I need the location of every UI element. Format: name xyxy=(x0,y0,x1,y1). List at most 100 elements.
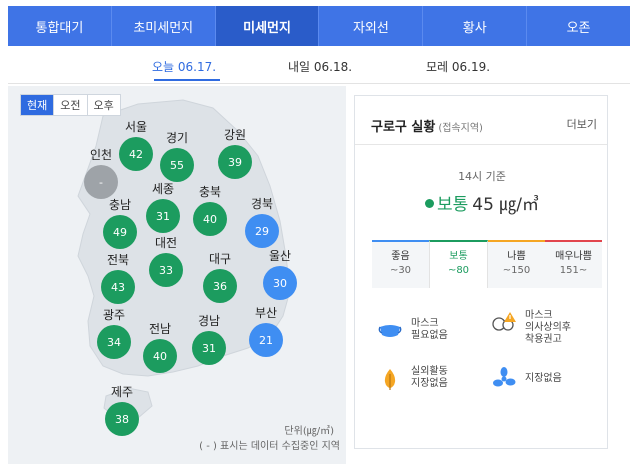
date-tab-tomorrow[interactable]: 내일 06.18. xyxy=(288,60,353,74)
scale-label: 나쁨 xyxy=(507,251,526,262)
tip-line: 착용권고 xyxy=(525,334,562,345)
region-daejeon[interactable]: 대전 33 xyxy=(146,236,186,287)
region-chungnam[interactable]: 충남 49 xyxy=(100,198,140,249)
outdoor-activity-icon xyxy=(384,369,396,390)
region-jeonnam[interactable]: 전남 40 xyxy=(140,322,180,373)
region-name: 대구 xyxy=(208,252,232,266)
sensitive-group-icon xyxy=(492,312,516,331)
region-name: 충북 xyxy=(198,185,222,199)
region-gangwon[interactable]: 강원 39 xyxy=(215,128,255,179)
region-value-badge: 31 xyxy=(146,199,180,233)
panel-title: 구로구 실황 (접속지역) xyxy=(371,116,483,135)
scale-range: ~80 xyxy=(447,265,470,276)
region-name: 제주 xyxy=(110,385,134,399)
region-incheon[interactable]: 인천 - xyxy=(81,148,121,199)
date-tab-active-indicator xyxy=(154,79,220,81)
region-name: 인천 xyxy=(89,148,113,162)
region-busan[interactable]: 부산 21 xyxy=(246,306,286,357)
region-name: 서울 xyxy=(124,120,148,134)
tip-sensitive-group: 마스크 의사상의후 착용권고 xyxy=(491,310,571,346)
tab-uv[interactable]: 자외선 xyxy=(319,6,424,46)
tip-line: 의사상의후 xyxy=(525,322,571,333)
scale-range: 151~ xyxy=(559,265,588,276)
region-daegu[interactable]: 대구 36 xyxy=(200,252,240,303)
ventilation-icon xyxy=(493,367,516,387)
region-name: 부산 xyxy=(254,306,278,320)
tab-ozone[interactable]: 오존 xyxy=(566,20,591,36)
region-value-badge: 21 xyxy=(249,323,283,357)
level-scale: 좋음 ~30 보통 ~80 나쁨 ~150 매우나쁨 151~ xyxy=(372,240,602,288)
region-value-badge: 36 xyxy=(203,269,237,303)
region-value-badge: 42 xyxy=(119,137,153,171)
region-value-badge: 29 xyxy=(245,214,279,248)
panel-title-subtext: (접속지역) xyxy=(438,123,483,134)
region-value-badge: 40 xyxy=(143,339,177,373)
scale-normal: 보통 ~80 xyxy=(429,240,488,288)
status-text: 보통 xyxy=(436,195,469,215)
scale-label: 보통 xyxy=(449,251,468,262)
region-chungbuk[interactable]: 충북 40 xyxy=(190,185,230,236)
tip-line: 필요없음 xyxy=(411,330,448,341)
tip-ventilation: 지장없음 xyxy=(491,366,562,392)
scale-label: 매우나쁨 xyxy=(555,251,592,262)
region-seoul[interactable]: 서울 42 xyxy=(116,120,156,171)
divider xyxy=(355,144,607,145)
scale-range: ~150 xyxy=(502,265,531,276)
region-name: 전남 xyxy=(148,322,172,336)
time-now-button[interactable]: 현재 xyxy=(21,95,55,115)
tab-yellow-dust[interactable]: 황사 xyxy=(423,6,528,46)
tip-text: 지장없음 xyxy=(525,366,562,385)
tip-text: 마스크 필요없음 xyxy=(411,318,448,342)
region-name: 울산 xyxy=(268,249,292,263)
more-link[interactable]: 더보기 xyxy=(566,118,597,131)
scale-very-bad: 매우나쁨 151~ xyxy=(545,240,602,288)
tip-line: 실외활동 xyxy=(411,366,448,377)
scale-label: 좋음 xyxy=(391,251,410,262)
region-value-badge: 40 xyxy=(193,202,227,236)
time-morning-button[interactable]: 오전 xyxy=(54,95,88,115)
region-name: 강원 xyxy=(223,128,247,142)
tip-line: 마스크 xyxy=(411,318,439,329)
mask-icon xyxy=(378,325,402,337)
reference-time: 14시 기준 xyxy=(458,170,506,183)
tip-text: 마스크 의사상의후 착용권고 xyxy=(525,310,571,346)
current-status-panel: 구로구 실황 (접속지역) 더보기 14시 기준 보통 45 ㎍/㎥ 좋음 ~30 … xyxy=(354,95,608,449)
region-gyeonggi[interactable]: 경기 55 xyxy=(157,131,197,182)
region-value-badge: 30 xyxy=(263,266,297,300)
tip-line: 마스크 xyxy=(525,310,553,321)
date-tab-today[interactable]: 오늘 06.17. xyxy=(152,60,217,74)
region-value-badge: - xyxy=(84,165,118,199)
region-value-badge: 38 xyxy=(105,402,139,436)
map-legend-note: ( - ) 표시는 데이터 수집중인 지역 xyxy=(199,441,340,452)
region-gwangju[interactable]: 광주 34 xyxy=(94,308,134,359)
panel-title-text: 구로구 실황 xyxy=(371,120,436,135)
scale-good: 좋음 ~30 xyxy=(372,240,429,288)
region-value-badge: 33 xyxy=(149,253,183,287)
region-name: 경남 xyxy=(197,314,221,328)
tab-integrated-air[interactable]: 통합대기 xyxy=(8,6,112,46)
scale-bad: 나쁨 ~150 xyxy=(488,240,545,288)
region-sejong[interactable]: 세종 31 xyxy=(143,182,183,233)
tip-text: 실외활동 지장없음 xyxy=(411,366,448,390)
region-jeonbuk[interactable]: 전북 43 xyxy=(98,253,138,304)
map-unit-label: 단위(㎍/㎥) xyxy=(284,426,334,437)
korea-map-panel: 현재 오전 오후 서울 42 경기 55 강원 39 인천 - 세종 31 충북… xyxy=(8,86,346,464)
region-value-badge: 49 xyxy=(103,215,137,249)
region-gyeongnam[interactable]: 경남 31 xyxy=(189,314,229,365)
tab-fine-dust[interactable]: 미세먼지 xyxy=(215,6,320,52)
region-jeju[interactable]: 제주 38 xyxy=(102,385,142,436)
current-level: 보통 45 ㎍/㎥ xyxy=(355,190,609,215)
region-ulsan[interactable]: 울산 30 xyxy=(260,249,300,300)
tip-line: 지장없음 xyxy=(411,378,448,389)
time-toggle: 현재 오전 오후 xyxy=(20,94,121,116)
region-name: 경북 xyxy=(250,197,274,211)
date-tab-day-after[interactable]: 모레 06.19. xyxy=(426,60,491,74)
region-name: 대전 xyxy=(154,236,178,250)
region-value-badge: 43 xyxy=(101,270,135,304)
time-afternoon-button[interactable]: 오후 xyxy=(93,99,114,112)
tip-mask: 마스크 필요없음 xyxy=(377,318,448,344)
tip-line: 지장없음 xyxy=(525,373,562,384)
region-name: 충남 xyxy=(108,198,132,212)
tab-ultrafine-dust[interactable]: 초미세먼지 xyxy=(112,6,216,46)
region-gyeongbuk[interactable]: 경북 29 xyxy=(242,197,282,248)
